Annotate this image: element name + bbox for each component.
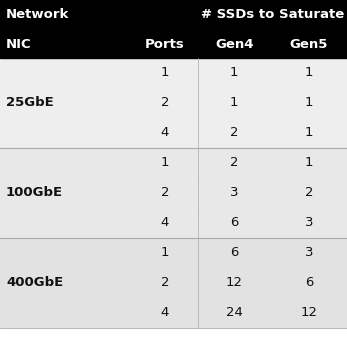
Text: 4: 4 [161, 306, 169, 319]
Bar [0, 238, 347, 328]
Text: 1: 1 [230, 96, 238, 110]
Text: 400GbE: 400GbE [6, 276, 63, 289]
Text: NIC: NIC [6, 37, 32, 51]
Text: 4: 4 [161, 126, 169, 140]
Text: 2: 2 [161, 186, 169, 200]
Text: Gen4: Gen4 [215, 37, 253, 51]
Bar [0, 30, 347, 58]
Text: 3: 3 [305, 246, 313, 259]
Text: 25GbE: 25GbE [6, 96, 54, 110]
Text: 1: 1 [305, 96, 313, 110]
Text: 1: 1 [161, 246, 169, 259]
Text: 1: 1 [305, 126, 313, 140]
Text: 2: 2 [230, 126, 238, 140]
Text: 12: 12 [226, 276, 243, 289]
Text: 2: 2 [305, 186, 313, 200]
Text: 6: 6 [230, 246, 238, 259]
Text: 12: 12 [301, 306, 317, 319]
Text: 2: 2 [161, 276, 169, 289]
Bar [0, 148, 347, 238]
Bar [0, 0, 347, 30]
Text: 2: 2 [230, 156, 238, 170]
Text: 1: 1 [161, 66, 169, 80]
Text: 1: 1 [305, 66, 313, 80]
Text: 2: 2 [161, 96, 169, 110]
Text: 3: 3 [305, 216, 313, 229]
Text: # SSDs to Saturate: # SSDs to Saturate [201, 8, 344, 22]
Text: 1: 1 [161, 156, 169, 170]
Text: 6: 6 [305, 276, 313, 289]
Text: 6: 6 [230, 216, 238, 229]
Text: 1: 1 [305, 156, 313, 170]
Text: Gen5: Gen5 [290, 37, 328, 51]
Text: 24: 24 [226, 306, 243, 319]
Bar [0, 58, 347, 148]
Text: 1: 1 [230, 66, 238, 80]
Text: Network: Network [6, 8, 69, 22]
Text: 100GbE: 100GbE [6, 186, 63, 200]
Text: 4: 4 [161, 216, 169, 229]
Text: 3: 3 [230, 186, 238, 200]
Text: Ports: Ports [145, 37, 185, 51]
